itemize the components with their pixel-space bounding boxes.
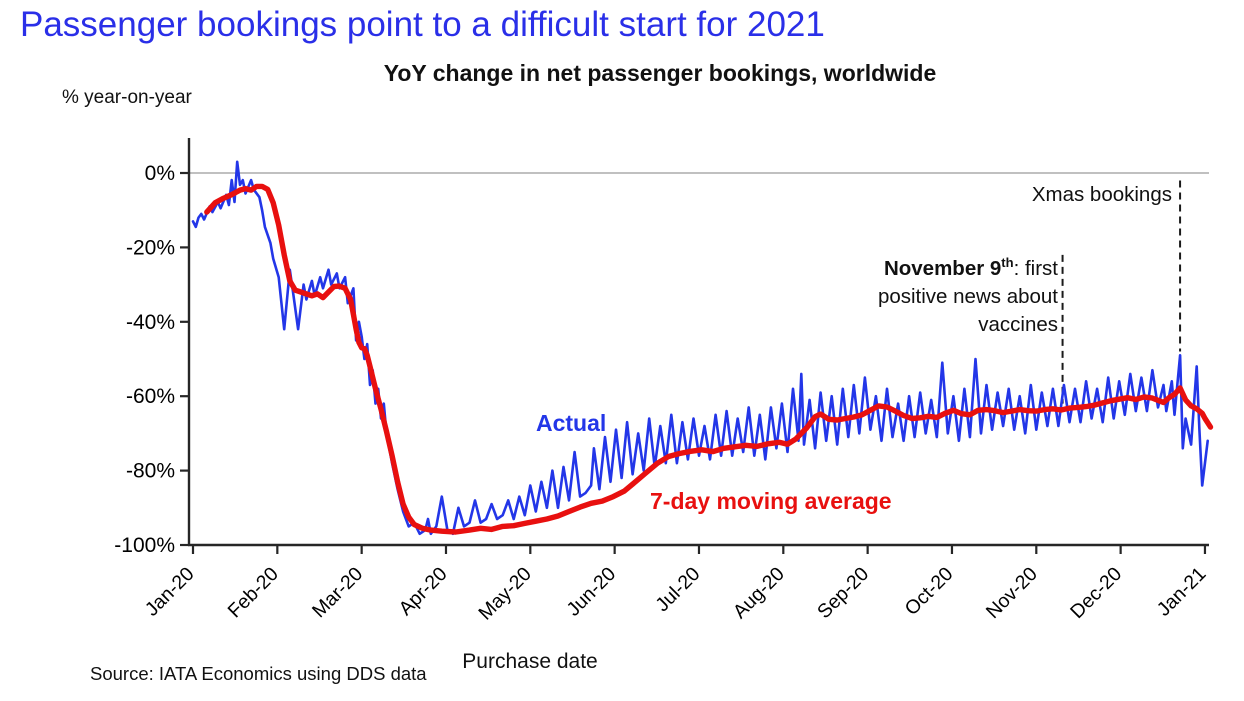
series-label-actual: Actual — [536, 410, 607, 436]
x-tick-label: Feb-20 — [224, 563, 283, 622]
x-tick-label: Jun-20 — [562, 563, 620, 621]
x-tick-label: May-20 — [474, 563, 536, 625]
annotation-november-9-rest: : first — [1013, 256, 1058, 280]
annotation-november-9-bold: November 9 — [883, 256, 1002, 280]
series-line-actual — [191, 160, 1209, 536]
x-tick-label: Aug-20 — [729, 563, 789, 623]
x-tick-label: Nov-20 — [982, 563, 1042, 623]
x-tick-label: Oct-20 — [901, 563, 958, 620]
x-tick-label: Dec-20 — [1066, 563, 1126, 623]
series-label-moving-average: 7-day moving average — [650, 488, 892, 514]
y-tick-label: -20% — [126, 236, 175, 259]
page-title: Passenger bookings point to a difficult … — [20, 5, 825, 44]
chart-title: YoY change in net passenger bookings, wo… — [383, 60, 937, 86]
x-tick-label: Mar-20 — [308, 563, 367, 622]
x-tick-label: Apr-20 — [395, 563, 452, 620]
x-axis-title: Purchase date — [462, 650, 598, 673]
source-note: Source: IATA Economics using DDS data — [90, 663, 427, 684]
series-line-moving-average — [204, 183, 1214, 535]
annotation-november-9: November 9th: first positive news about … — [878, 249, 1058, 339]
annotation-november-9-line1: November 9th: first — [883, 255, 1058, 280]
y-tick-label: -80% — [126, 460, 175, 483]
x-tick-label: Jan-21 — [1153, 563, 1211, 621]
x-tick-label: Sep-20 — [813, 563, 873, 623]
x-tick-label: Jan-20 — [141, 563, 199, 621]
y-tick-label: -60% — [126, 385, 175, 408]
y-axis-unit-label: % year-on-year — [62, 87, 192, 108]
annotation-november-9-sup: th — [1001, 255, 1014, 270]
y-tick-label: 0% — [145, 162, 175, 185]
annotation-november-9-line3: vaccines — [978, 312, 1058, 336]
y-tick-label: -100% — [114, 534, 175, 557]
x-tick-label: Jul-20 — [651, 563, 704, 616]
annotation-xmas-bookings: Xmas bookings — [1031, 183, 1172, 206]
y-tick-label: -40% — [126, 311, 175, 334]
annotation-november-9-line2: positive news about — [877, 284, 1058, 308]
